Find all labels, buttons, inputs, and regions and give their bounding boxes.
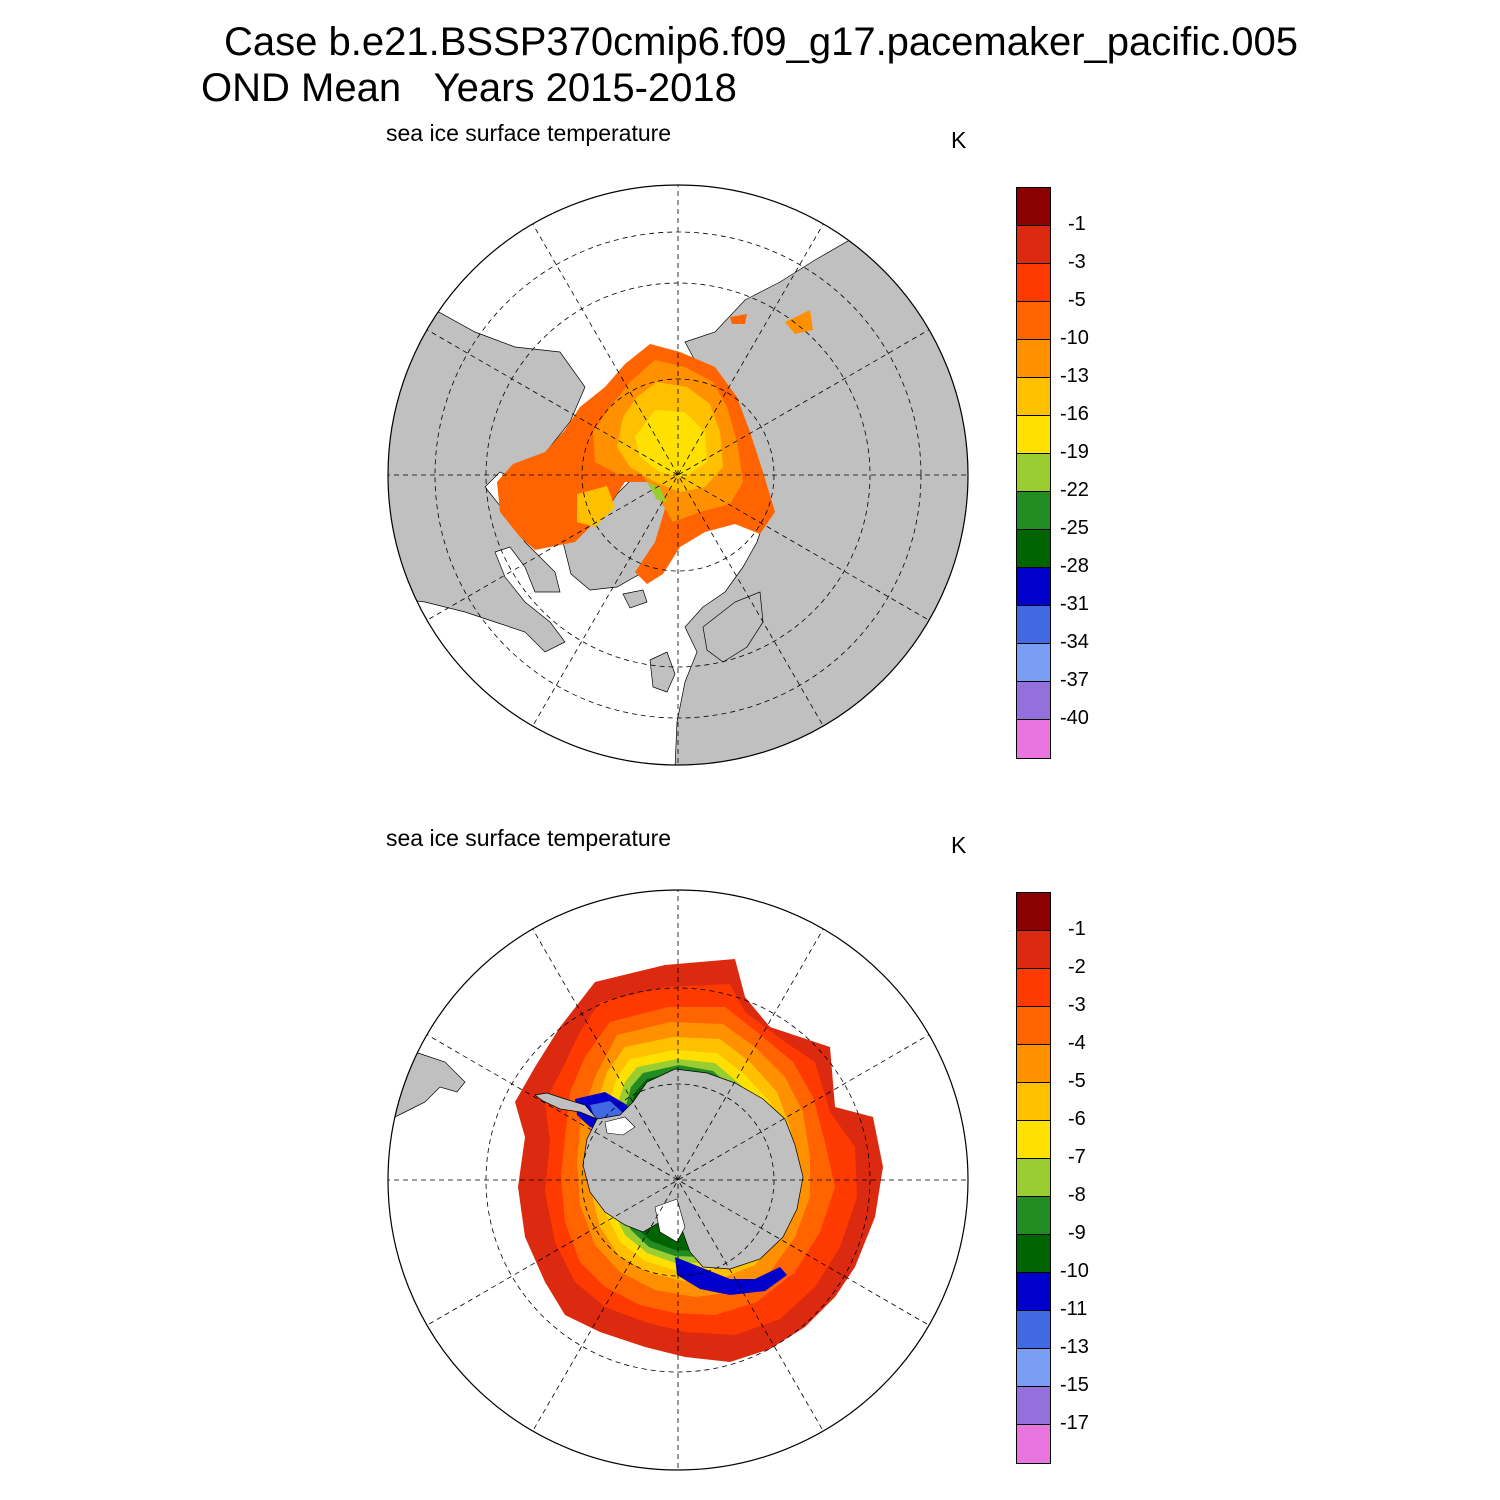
sh-colorbar-box	[1017, 931, 1050, 969]
nh-colorbar-label: -1	[1068, 213, 1086, 235]
nh-colorbar-box	[1017, 226, 1050, 264]
sh-colorbar-label: -5	[1068, 1070, 1086, 1092]
sh-map-boundary	[387, 889, 969, 1471]
nh-colorbar-box	[1017, 606, 1050, 644]
figure-title-case: Case b.e21.BSSP370cmip6.f09_g17.pacemake…	[224, 20, 1299, 64]
nh-panel-title: sea ice surface temperature	[386, 120, 672, 146]
sh-colorbar-label: -2	[1068, 956, 1086, 978]
nh-seaice-hudson	[577, 486, 615, 527]
nh-colorbar-box	[1017, 568, 1050, 606]
sh-colorbar-box	[1017, 1121, 1050, 1159]
nh-colorbar-box	[1017, 302, 1050, 340]
nh-colorbar-box	[1017, 454, 1050, 492]
sh-colorbar-label: -4	[1068, 1032, 1086, 1054]
nh-map-boundary	[387, 184, 969, 766]
nh-polar-map	[387, 184, 969, 766]
nh-land-north-america	[388, 301, 586, 653]
sh-colorbar-box	[1017, 1311, 1050, 1349]
nh-colorbar-box	[1017, 264, 1050, 302]
nh-colorbar-box	[1017, 416, 1050, 454]
nh-panel-units: K	[951, 127, 967, 153]
sh-colorbar-label: -15	[1060, 1374, 1089, 1396]
sh-colorbar-box	[1017, 1007, 1050, 1045]
sh-colorbar-box	[1017, 1045, 1050, 1083]
nh-seaice-green-edge	[647, 482, 667, 502]
nh-colorbar-label: -3	[1068, 251, 1086, 273]
nh-land-scandinavia	[702, 591, 764, 663]
sh-polar-map	[387, 889, 969, 1471]
nh-colorbar-box	[1017, 340, 1050, 378]
sh-colorbar-box	[1017, 1387, 1050, 1425]
sh-colorbar-box	[1017, 969, 1050, 1007]
sh-graticule	[388, 890, 968, 1470]
sh-colorbar-label: -6	[1068, 1108, 1086, 1130]
nh-colorbar-label: -25	[1060, 517, 1089, 539]
nh-seaice-bering	[730, 314, 747, 324]
sh-panel-title: sea ice surface temperature	[386, 825, 672, 851]
figure-title-period: OND Mean Years 2015-2018	[201, 66, 737, 110]
nh-colorbar-label: -37	[1060, 669, 1089, 691]
sh-colorbar-label: -7	[1068, 1146, 1086, 1168]
sh-colorbar-label: -13	[1060, 1336, 1089, 1358]
sh-colorbar-box	[1017, 1425, 1050, 1463]
nh-colorbar-label: -34	[1060, 631, 1089, 653]
nh-colorbar-label: -31	[1060, 593, 1089, 615]
nh-colorbar-box	[1017, 644, 1050, 682]
sh-colorbar	[1016, 892, 1051, 1464]
nh-colorbar-label: -5	[1068, 289, 1086, 311]
nh-land-iceland	[622, 589, 648, 609]
sh-colorbar-label: -8	[1068, 1184, 1086, 1206]
sh-ice-shelf-ross	[654, 1198, 686, 1243]
sh-colorbar-label: -17	[1060, 1412, 1089, 1434]
sh-seaice-ross-cold	[675, 1257, 787, 1295]
sh-colorbar-box	[1017, 893, 1050, 931]
sh-land-antarctica	[582, 1068, 804, 1270]
sh-colorbar-box	[1017, 1235, 1050, 1273]
nh-colorbar	[1016, 187, 1051, 759]
sh-colorbar-label: -3	[1068, 994, 1086, 1016]
sh-colorbar-label: -11	[1060, 1298, 1088, 1320]
nh-colorbar-box	[1017, 530, 1050, 568]
nh-colorbar-label: -10	[1060, 327, 1089, 349]
nh-land-british-isles	[649, 651, 676, 693]
nh-colorbar-label: -19	[1060, 441, 1089, 463]
sh-ice-shelf-ronne	[604, 1116, 636, 1136]
sh-colorbar-box	[1017, 1197, 1050, 1235]
sh-colorbar-box	[1017, 1083, 1050, 1121]
sh-land-antarctic-peninsula	[534, 1092, 598, 1120]
nh-colorbar-label: -40	[1060, 707, 1089, 729]
nh-seaice-okhotsk	[785, 310, 813, 334]
nh-colorbar-box	[1017, 682, 1050, 720]
nh-colorbar-label: -22	[1060, 479, 1089, 501]
nh-graticule	[388, 185, 968, 765]
nh-colorbar-label: -28	[1060, 555, 1089, 577]
sh-colorbar-label: -1	[1068, 918, 1086, 940]
sh-colorbar-box	[1017, 1159, 1050, 1197]
nh-colorbar-box	[1017, 378, 1050, 416]
sh-panel-units: K	[951, 832, 967, 858]
sh-colorbar-label: -9	[1068, 1222, 1086, 1244]
nh-colorbar-box	[1017, 492, 1050, 530]
nh-colorbar-label: -13	[1060, 365, 1089, 387]
sh-colorbar-box	[1017, 1273, 1050, 1311]
nh-colorbar-box	[1017, 720, 1050, 758]
sh-colorbar-box	[1017, 1349, 1050, 1387]
sh-colorbar-label: -10	[1060, 1260, 1089, 1282]
nh-colorbar-box	[1017, 188, 1050, 226]
nh-colorbar-label: -16	[1060, 403, 1089, 425]
